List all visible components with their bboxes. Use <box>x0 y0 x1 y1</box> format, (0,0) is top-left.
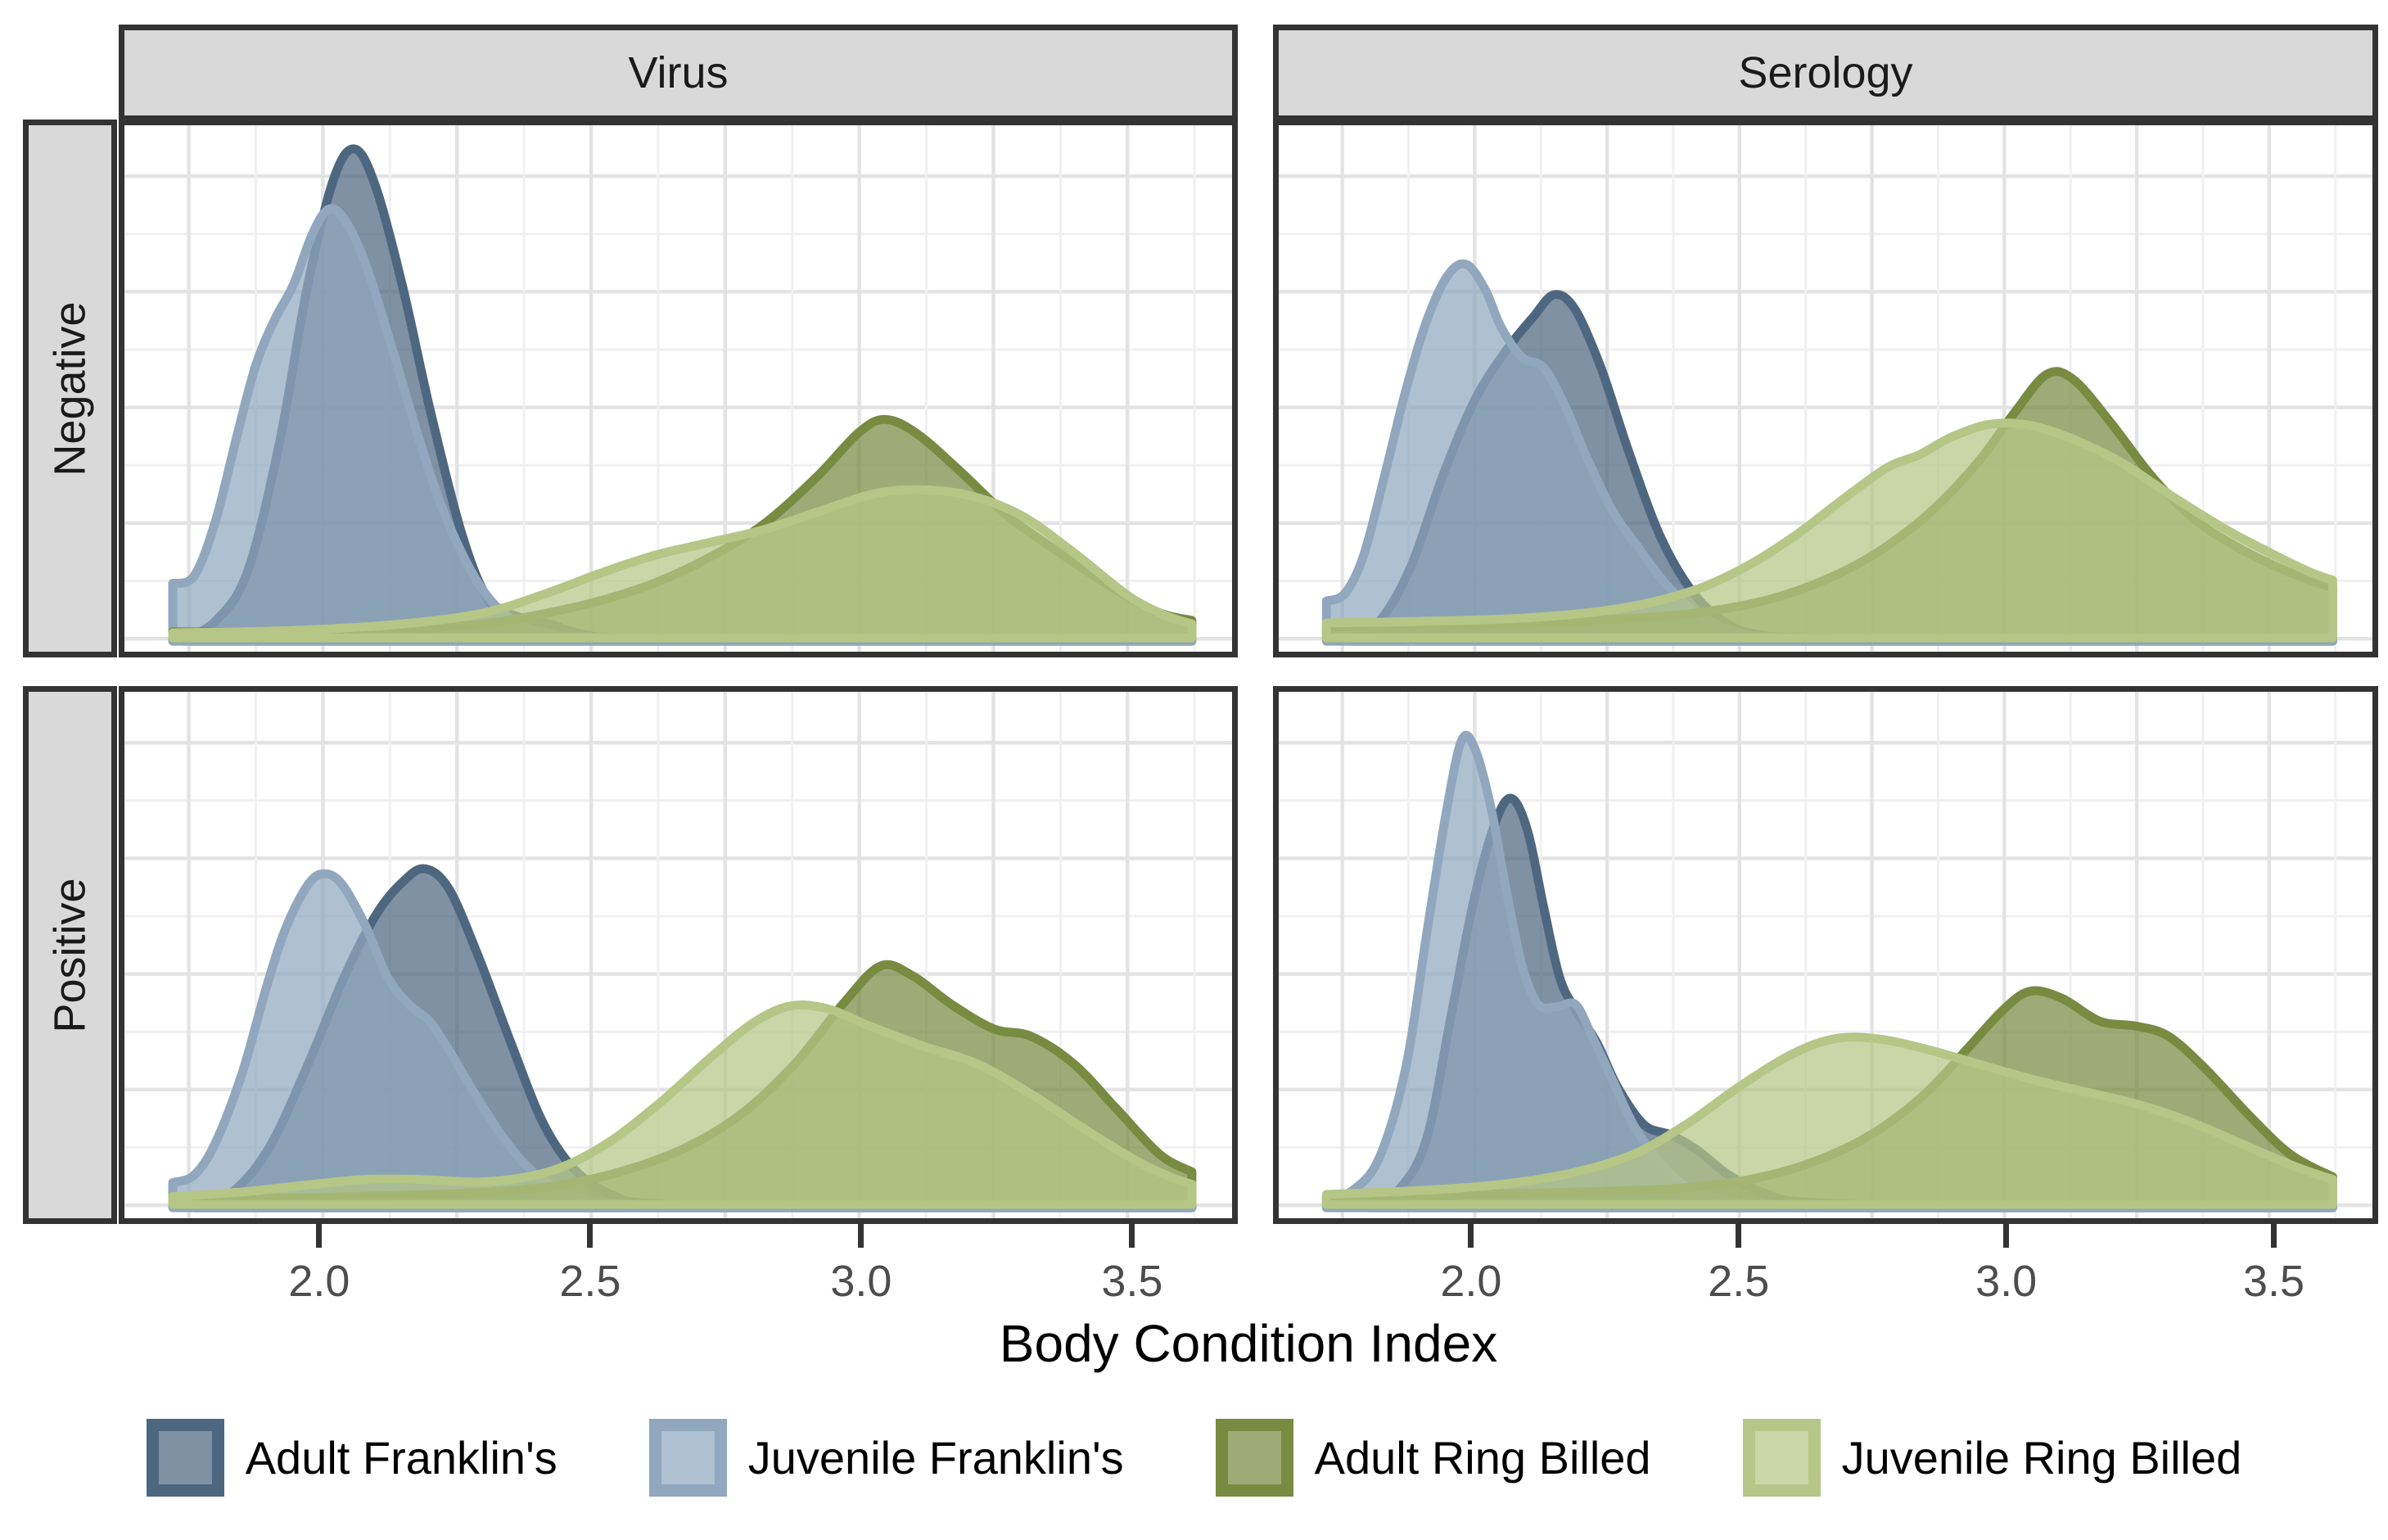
facet-strip-positive: Positive <box>23 686 117 1224</box>
panel-plot-area <box>1279 692 2372 1218</box>
x-axis-tick-label: 3.5 <box>1101 1257 1163 1306</box>
panel-plot-area <box>124 125 1232 652</box>
x-axis-tick-label: 2.0 <box>288 1257 350 1306</box>
legend-key-swatch <box>146 1419 224 1497</box>
x-axis-tick <box>587 1223 594 1248</box>
legend-key-swatch <box>1742 1419 1821 1497</box>
density-juvenile-ring <box>168 485 1197 643</box>
x-axis-tick <box>1468 1223 1474 1248</box>
facet-strip-serology: Serology <box>1273 25 2378 121</box>
legend-key-swatch <box>648 1419 727 1497</box>
panel-serology-negative <box>1273 120 2378 657</box>
panel-virus-positive <box>119 686 1238 1224</box>
x-axis-tick <box>1736 1223 1742 1248</box>
legend-label: Juvenile Ring Billed <box>1841 1432 2242 1484</box>
x-axis-tick-label: 2.5 <box>1708 1257 1770 1306</box>
legend-label: Adult Franklin's <box>245 1432 558 1484</box>
legend-label: Juvenile Franklin's <box>747 1432 1124 1484</box>
facet-strip-virus: Virus <box>119 25 1238 121</box>
legend: Adult Franklin's Juvenile Franklin's Adult… <box>0 1419 2388 1497</box>
panel-virus-negative <box>119 120 1238 657</box>
legend-item: Adult Ring Billed <box>1215 1419 1651 1497</box>
facet-strip-negative-label: Negative <box>45 300 95 476</box>
panel-plot-area <box>124 692 1232 1218</box>
legend-item: Juvenile Ring Billed <box>1742 1419 2242 1497</box>
facet-strip-negative: Negative <box>23 120 117 657</box>
density-juvenile-ring <box>1321 418 2337 643</box>
legend-item: Adult Franklin's <box>146 1419 558 1497</box>
panel-serology-positive <box>1273 686 2378 1224</box>
x-axis-tick-label: 3.0 <box>1975 1257 2038 1306</box>
x-axis-tick <box>2271 1223 2277 1248</box>
x-axis-tick-label: 2.0 <box>1440 1257 1502 1306</box>
x-axis-tick <box>1129 1223 1135 1248</box>
density-juvenile-ring <box>1321 1032 2337 1209</box>
legend-label: Adult Ring Billed <box>1314 1432 1651 1484</box>
x-axis-tick <box>858 1223 864 1248</box>
x-axis-tick-label: 3.0 <box>830 1257 892 1306</box>
x-axis-tick <box>2003 1223 2010 1248</box>
facet-strip-positive-label: Positive <box>45 877 95 1033</box>
facet-strip-serology-label: Serology <box>1738 48 1913 97</box>
x-axis-title: Body Condition Index <box>999 1314 1498 1373</box>
panel-plot-area <box>1279 125 2372 652</box>
legend-item: Juvenile Franklin's <box>648 1419 1124 1497</box>
facet-strip-virus-label: Virus <box>628 48 729 97</box>
legend-key-swatch <box>1215 1419 1293 1497</box>
density-juvenile-ring <box>168 1000 1197 1209</box>
x-axis-tick <box>316 1223 323 1248</box>
x-axis-tick-label: 3.5 <box>2242 1257 2305 1306</box>
x-axis-tick-label: 2.5 <box>559 1257 621 1306</box>
